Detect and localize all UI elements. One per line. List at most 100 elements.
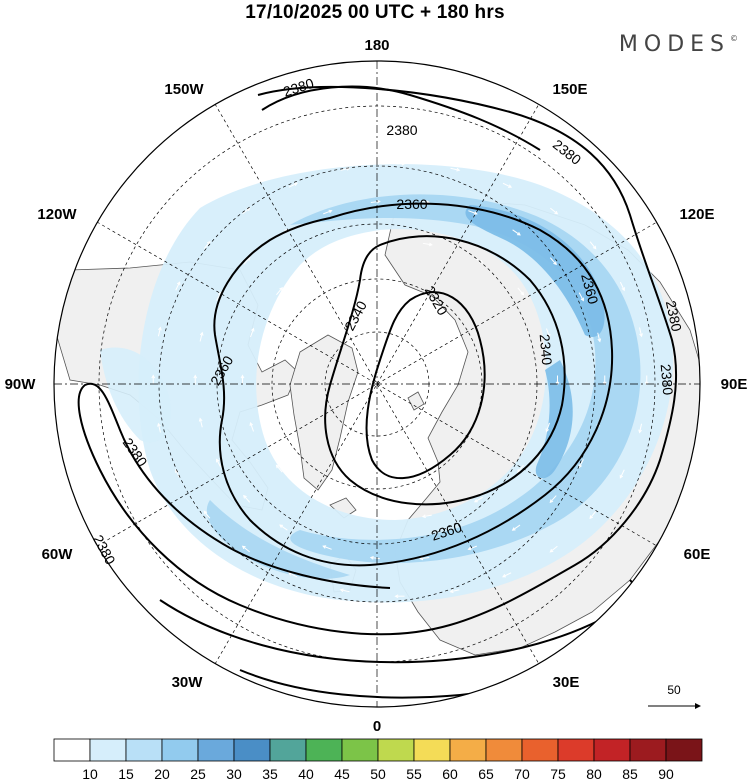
colorbar-swatch [341,738,379,762]
wind-arrow-head [176,281,181,286]
wind-arrow [474,257,483,264]
contour-label: 2360 [396,196,427,212]
wind-arrow-head [203,510,208,515]
wind-arrow [249,422,255,432]
wind-arrow-head [428,242,433,247]
graticule [54,61,700,707]
wind-arrow-head [249,421,254,427]
wind-arrow [545,422,551,432]
wind-arrow [249,328,255,338]
lon-label-90w: 90W [5,376,37,393]
wind-arrow [276,287,283,296]
colorbar-swatch [557,738,595,762]
wind-arrow-head [241,545,246,550]
wind-arrow [175,469,181,479]
wind-arrow-head [638,429,642,434]
colorbar-tick-label: 15 [118,766,134,782]
lon-label-90e: 90E [721,376,748,393]
colorbar-tick-label: 60 [442,766,458,782]
wind-arrow [323,545,332,550]
wind-arrow [199,332,203,342]
colorbar-swatch [413,738,451,762]
wind-arrow [317,496,326,503]
wind-arrow [276,464,283,473]
colorbar-tick-label: 30 [226,766,242,782]
wind-arrow [216,459,222,468]
wind-arrow-head [193,374,198,379]
wind-arrow-head [199,331,204,336]
wind-arrow [340,589,350,593]
colorbar-swatch [269,738,307,762]
wind-arrow-head [322,257,327,262]
wind-arrow [279,524,288,531]
wind-arrow-head [293,182,298,186]
contour-2340 [324,235,566,506]
contour-2380-top [261,85,541,151]
wind-arrow-head [589,515,594,520]
colorbar-tick-label: 70 [514,766,530,782]
colorbar-tick-label: 25 [190,766,206,782]
wind-arrow [203,510,211,519]
wind-arrow-head [449,589,454,594]
contour-label: 2380 [386,122,417,138]
contour-2380-outer [77,86,678,636]
wind-arrow [203,241,211,250]
wind-arrow-head [369,555,374,560]
contour-labels: 2320234023402360236023602360238023802380… [90,75,685,568]
contour-label: 2340 [537,333,556,366]
copyright-mark: © [730,34,738,43]
wind-arrow-head [157,422,161,427]
wind-arrow-head [517,469,521,473]
colorbar-tick-label: 35 [262,766,278,782]
wind-arrow [216,292,222,301]
colorbar-tick-label: 55 [406,766,422,782]
wind-arrow-head [467,546,472,551]
wind-arrow-head [473,211,478,215]
wind-arrow-head [619,474,624,479]
contour-2320 [365,291,486,480]
wind-arrow-head [421,514,426,519]
wind-arrow-head [621,287,625,292]
wind-speed-shading [100,164,674,603]
colorbar-swatch [89,738,127,762]
lon-label-180: 180 [364,37,389,54]
wind-arrow [597,332,601,342]
wind-arrow [175,281,181,291]
wind-vectors [151,161,649,599]
wind-arrow [157,327,161,337]
colorbar-tick-label: 20 [154,766,170,782]
wind-arrow-head [597,338,602,343]
colorbar-swatch [53,738,91,762]
wind-arrow-head [275,464,280,469]
wind-arrow [619,469,625,479]
wind-arrow-head [554,210,559,215]
brand-logo: MODES© [619,32,738,57]
wind-arrow [370,200,380,203]
wind-arrow-head [479,259,484,264]
wind-arrow [517,287,524,296]
svalbard-land [407,391,425,411]
wind-arrow [550,545,558,553]
wind-arrow [422,242,432,246]
wind-arrow-head [240,374,245,379]
wind-arrow [157,423,161,433]
colorbar-swatch [377,738,415,762]
wind-arrow-head [602,381,607,386]
wind-arrow [199,418,203,428]
colorbar-tick-label: 40 [298,766,314,782]
wind-arrow-head [243,494,247,499]
wind-arrow [422,514,432,518]
wind-arrow [549,495,557,503]
wind-arrow [420,200,430,203]
wind-arrow [512,229,521,236]
wind-arrow [512,524,521,531]
wind-arrow [340,167,350,171]
contour-label: 2380 [663,299,685,333]
lon-label-30w: 30W [172,674,204,691]
wind-arrow-head [339,588,344,593]
wind-arrow [619,281,625,291]
wind-arrow [517,464,524,473]
colorbar-tick-label: 10 [82,766,98,782]
lon-label-120w: 120W [37,206,77,223]
